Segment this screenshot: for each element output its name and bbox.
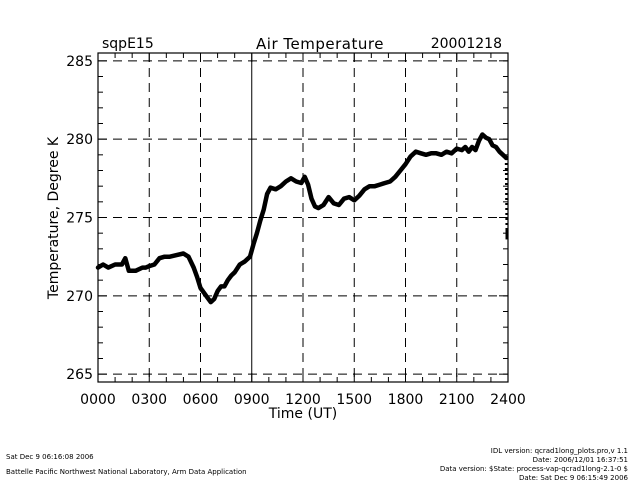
x-tick-label: 2400 <box>490 392 526 408</box>
footer-version-info: IDL version: qcrad1long_plots.pro,v 1.1 … <box>440 447 628 483</box>
data-version: Data version: $State: process-vap-qcrad1… <box>439 465 628 473</box>
data-date: Date: Sat Dec 9 06:15:49 2006 <box>519 474 628 482</box>
x-axis-label: Time (UT) <box>268 406 337 422</box>
x-tick-label: 0000 <box>80 392 116 408</box>
series-drop-dots <box>504 157 509 234</box>
x-tick-label: 0900 <box>234 392 270 408</box>
y-tick-label: 265 <box>66 367 93 383</box>
y-tick-label: 275 <box>66 211 93 227</box>
site-label: sqpE15 <box>102 36 154 52</box>
grid-lines <box>98 53 508 382</box>
footer-organization: Battelle Pacific Northwest National Labo… <box>6 468 247 476</box>
data-series <box>95 132 509 305</box>
x-tick-label: 1200 <box>285 392 321 408</box>
chart-title: Air Temperature <box>256 35 384 53</box>
idl-version: IDL version: qcrad1long_plots.pro,v 1.1 <box>490 447 628 455</box>
x-tick-label: 2100 <box>439 392 475 408</box>
series-line <box>95 132 509 305</box>
y-axis-label: Temperature, Degree K <box>46 136 62 300</box>
y-tick-label: 280 <box>66 132 93 148</box>
x-tick-label: 0300 <box>131 392 167 408</box>
x-tick-label: 1500 <box>336 392 372 408</box>
date-label: 20001218 <box>430 36 502 52</box>
plot-frame <box>97 52 509 383</box>
x-tick-label: 0600 <box>183 392 219 408</box>
footer-run-date: Sat Dec 9 06:16:08 2006 <box>6 453 94 461</box>
idl-date: Date: 2006/12/01 16:37:51 <box>532 456 628 464</box>
x-tick-label: 1800 <box>388 392 424 408</box>
y-tick-label: 285 <box>66 54 93 70</box>
y-tick-labels: 265 270 275 280 285 <box>66 54 93 383</box>
y-tick-label: 270 <box>66 289 93 305</box>
x-tick-labels: 0000 0300 0600 0900 1200 1500 1800 2100 2400 <box>80 392 526 408</box>
